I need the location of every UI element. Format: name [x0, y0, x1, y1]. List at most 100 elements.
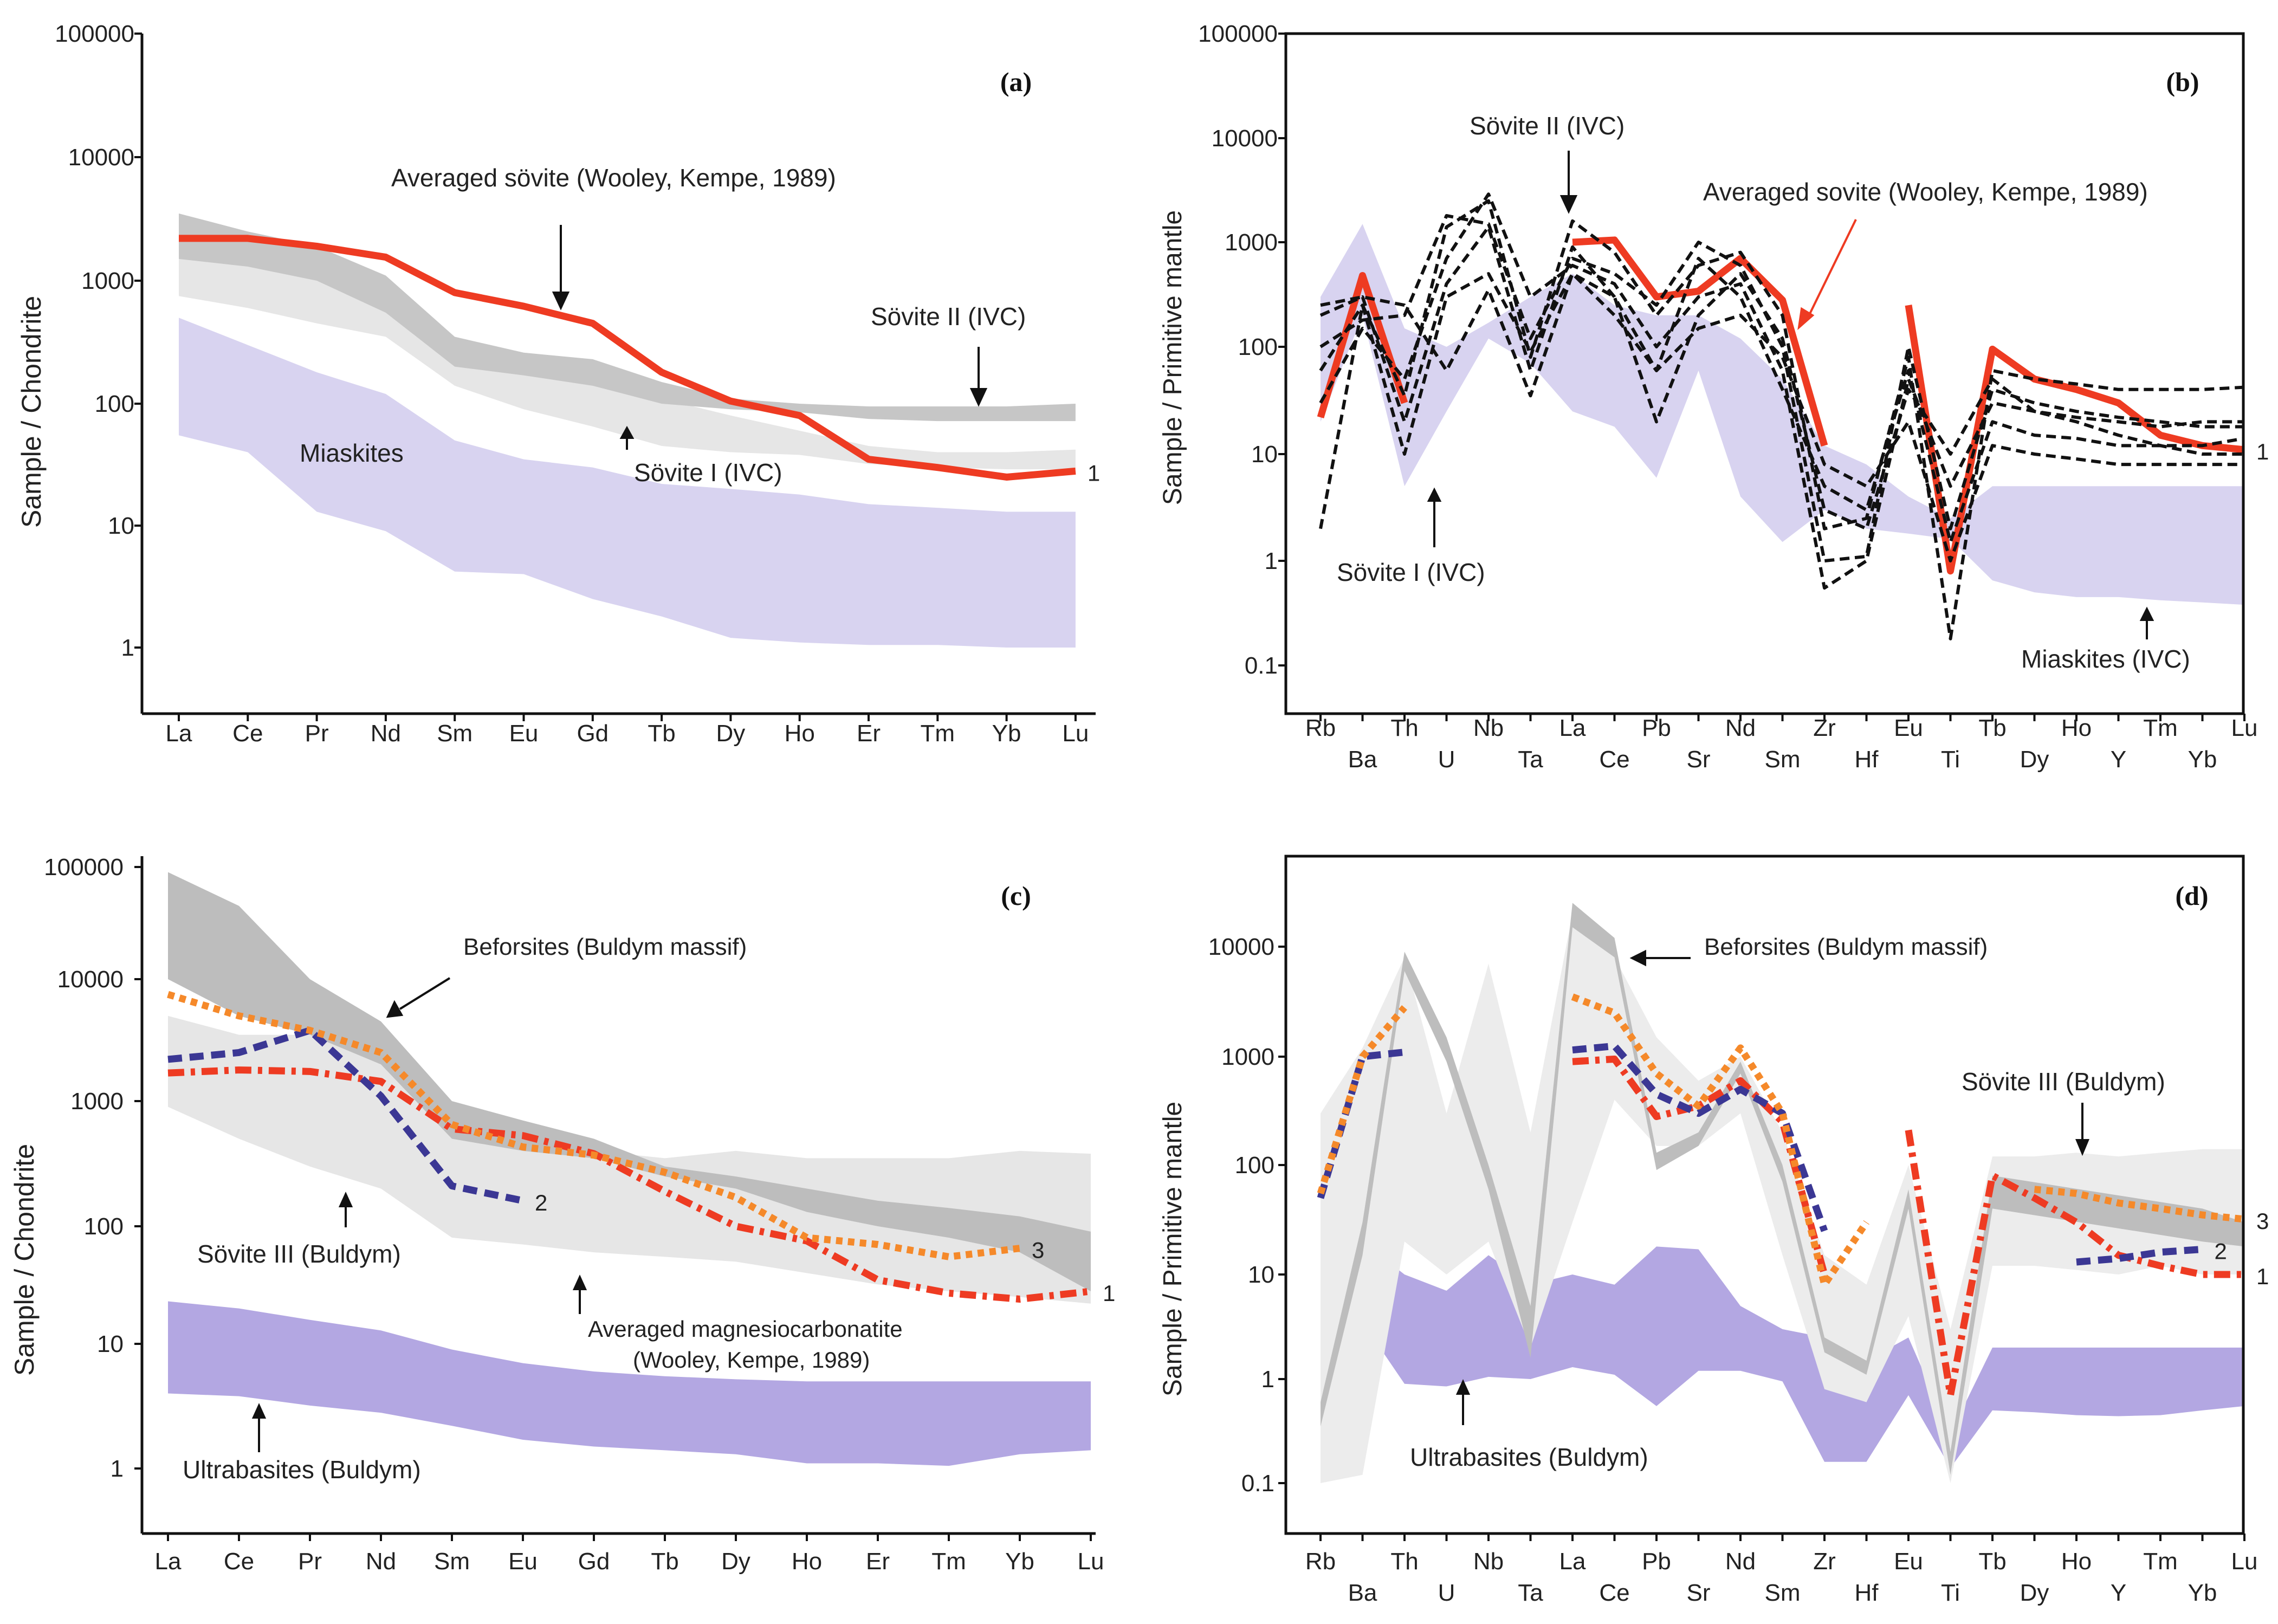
panel-a-bands: [179, 213, 1076, 648]
panel-d-xtick-label-12: Zr: [1813, 1548, 1836, 1575]
panel-c-series-2-seg-0: [167, 991, 1020, 1260]
panel-c-xtick-label-13: Lu: [1078, 1548, 1104, 1575]
panel-b-series: 1: [1317, 192, 2269, 640]
panel-b-frame: [1284, 32, 2245, 715]
panel-c-series-0-seg-0: [167, 1066, 1091, 1303]
panel-a-series-label-0: 1: [1088, 460, 1100, 486]
panel-d-xtick-label-10: Nd: [1725, 1548, 1756, 1575]
panel-d-series: 1 2 3: [1317, 993, 2269, 1399]
panel-d-xtick-label-16: Tb: [1978, 1548, 2006, 1575]
panel-b-xtick-label-21: Yb: [2188, 746, 2217, 773]
panel-a-band-0: [179, 318, 1076, 648]
panel-a-xtick-label-12: Yb: [992, 720, 1021, 747]
panel-d-series-1-seg-2: [1572, 1042, 1828, 1232]
panel-c-series-label-2: 3: [1032, 1238, 1044, 1263]
panel-b-ytick-label-0: 100000: [1198, 21, 1278, 47]
panel-c-series: 1 2 3: [167, 991, 1115, 1306]
panel-a-arrows: [552, 225, 988, 450]
panel-a-xtick-label-9: Ho: [785, 720, 815, 747]
panel-d-xtick-label-7: Ce: [1599, 1580, 1629, 1606]
panel-c-ytick-label-3: 100: [84, 1213, 124, 1240]
panel-d-xtick-label-14: Eu: [1894, 1548, 1923, 1575]
panel-b-xtick-label-6: La: [1559, 715, 1586, 741]
panel-b-xtick-label-14: Eu: [1894, 715, 1923, 741]
panel-d-bands: [1321, 903, 2244, 1483]
panel-d-series-label-0: 1: [2256, 1264, 2269, 1289]
panel-d-xtick-label-15: Ti: [1941, 1580, 1960, 1606]
panel-c-ytick-label-4: 10: [97, 1331, 124, 1357]
panel-b-series-1-seg-0: [1319, 199, 2245, 640]
panel-b-ytick-label-1: 10000: [1212, 125, 1278, 152]
panel-c-series-label-1: 2: [535, 1190, 547, 1215]
panel-a-label: (a): [1000, 67, 1032, 97]
panel-b-xtick-label-12: Zr: [1813, 715, 1836, 741]
panel-c-series-label-0: 1: [1103, 1280, 1115, 1306]
panel-d-xtick-label-5: Ta: [1518, 1580, 1543, 1606]
panel-b: 1 100000 10000 1000 100 10 1 0.1 Rb Ba Th U Nb Ta La C…: [1159, 21, 2269, 773]
panel-b-xtick-label-18: Ho: [2061, 715, 2092, 741]
panel-a-annotation-miaskites: Miaskites: [300, 439, 404, 467]
panel-c-annotation-beforsites: Beforsites (Buldym massif): [463, 934, 747, 960]
panel-b-series-label-0: 1: [2256, 439, 2269, 464]
panel-a-xtick-label-4: Sm: [437, 720, 473, 747]
panel-d-label: (d): [2175, 881, 2208, 911]
panel-b-annotation-miaskites: Miaskites (IVC): [2021, 645, 2190, 673]
panel-c-annotation-sovite-iii: Sövite III (Buldym): [197, 1240, 401, 1268]
panel-c-band-0: [168, 1301, 1091, 1466]
panel-b-xtick-label-19: Y: [2111, 746, 2126, 773]
panel-d-ylabel: Sample / Primitive mantle: [1159, 1102, 1187, 1396]
panel-c-xtick-label-2: Pr: [298, 1548, 322, 1575]
panel-c-xtick-label-4: Sm: [434, 1548, 470, 1575]
panel-c-ylabel: Sample / Chondrite: [9, 1144, 40, 1376]
panel-c-bands: [168, 872, 1091, 1466]
panel-b-ytick-label-3: 100: [1238, 334, 1278, 360]
panel-a-xtick-label-5: Eu: [509, 720, 539, 747]
panel-d-ytick-label-1: 1000: [1221, 1044, 1274, 1070]
panel-d-ytick-label-0: 10000: [1208, 934, 1274, 960]
panel-a-ytick-label-0: 100000: [55, 21, 134, 47]
panel-b-xtick-label-9: Sr: [1687, 746, 1711, 773]
panel-b-annotation-averaged-sovite: Averaged sovite (Wooley, Kempe, 1989): [1703, 178, 2148, 206]
panel-d-xtick-label-1: Ba: [1348, 1580, 1377, 1606]
panel-d-arrows: [1455, 949, 2089, 1425]
panel-d-xtick-label-8: Pb: [1642, 1548, 1671, 1575]
panel-c-xtick-label-5: Eu: [508, 1548, 538, 1575]
panel-a-xtick-label-3: Nd: [371, 720, 401, 747]
panel-d-xtick-label-21: Yb: [2188, 1580, 2217, 1606]
panel-d-xtick-label-13: Hf: [1855, 1580, 1879, 1606]
panel-d-ytick-label-2: 100: [1235, 1152, 1274, 1179]
panel-d-xtick-label-17: Dy: [2020, 1580, 2049, 1606]
panel-c-annotation-ultrabasites: Ultrabasites (Buldym): [183, 1455, 421, 1484]
panel-a-annotation-sovite-ii: Sövite II (IVC): [871, 302, 1026, 331]
panel-a-series-0-seg-0: [179, 235, 1076, 481]
panel-d-xtick-label-19: Y: [2111, 1580, 2126, 1606]
panel-c-xtick-label-0: La: [155, 1548, 182, 1575]
panel-d-annotation-ultrabasites: Ultrabasites (Buldym): [1410, 1443, 1648, 1471]
panel-b-series-5-seg-0: [1319, 272, 2244, 530]
panel-d-xtick-label-20: Tm: [2143, 1548, 2178, 1575]
panel-a-xtick-label-1: Ce: [232, 720, 263, 747]
panel-d-annotation-beforsites: Beforsites (Buldym massif): [1704, 934, 1988, 960]
panel-a-ticks: 100000 10000 1000 100 10 1 La Ce Pr Nd Sm Eu Gd Tb Dy H…: [55, 21, 1089, 747]
panel-a-xtick-label-10: Er: [857, 720, 881, 747]
panel-c-annotation-reference: (Wooley, Kempe, 1989): [633, 1347, 870, 1373]
panel-b-xtick-label-22: Lu: [2231, 715, 2258, 741]
panel-b-annotation-sovite-i: Sövite I (IVC): [1337, 558, 1485, 586]
panel-a-xtick-label-8: Dy: [716, 720, 746, 747]
panel-a-ytick-label-4: 10: [108, 513, 134, 539]
panel-b-xtick-label-1: Ba: [1348, 746, 1377, 773]
panel-c-ytick-label-2: 1000: [70, 1088, 124, 1115]
panel-b-xtick-label-0: Rb: [1305, 715, 1336, 741]
panel-c-ytick-label-0: 100000: [44, 854, 124, 881]
panel-d-ytick-label-5: 0.1: [1241, 1470, 1274, 1497]
panel-d-xtick-label-2: Th: [1390, 1548, 1418, 1575]
panel-a-ytick-label-2: 1000: [81, 268, 134, 294]
panel-d-xtick-label-11: Sm: [1765, 1580, 1801, 1606]
panel-d-xtick-label-0: Rb: [1305, 1548, 1336, 1575]
panel-a-xtick-label-2: Pr: [305, 720, 329, 747]
panel-c-axes: [140, 856, 1096, 1535]
panel-c-series-1-seg-0: [167, 1027, 524, 1205]
panel-a-band-2: [179, 213, 1076, 422]
panel-a-ytick-label-1: 10000: [68, 144, 134, 171]
panel-a-ylabel: Sample / Chondrite: [16, 296, 47, 528]
